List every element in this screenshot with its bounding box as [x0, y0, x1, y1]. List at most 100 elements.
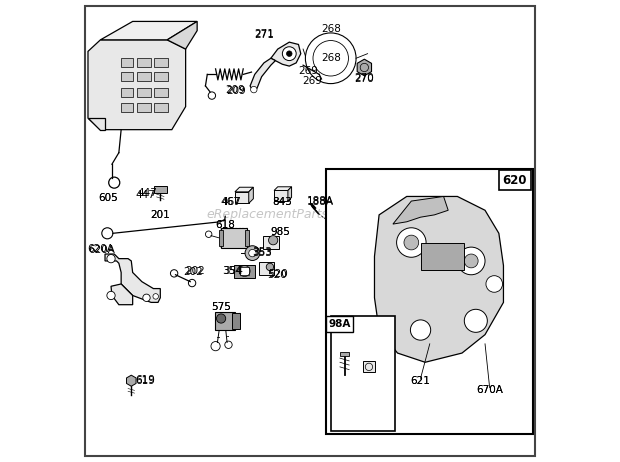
- Bar: [245, 230, 249, 246]
- Text: 269: 269: [303, 76, 322, 86]
- Text: 620: 620: [503, 174, 527, 187]
- Bar: [330, 316, 395, 432]
- Text: 271: 271: [254, 29, 274, 39]
- Text: 268: 268: [321, 24, 340, 34]
- Bar: [121, 72, 133, 81]
- Circle shape: [250, 86, 257, 93]
- Text: 575: 575: [211, 302, 231, 311]
- Polygon shape: [167, 21, 197, 49]
- Bar: [154, 103, 168, 112]
- Text: 621: 621: [410, 376, 430, 386]
- Text: 202: 202: [184, 267, 203, 278]
- Circle shape: [464, 309, 487, 332]
- Text: 619: 619: [135, 375, 155, 385]
- Text: 843: 843: [272, 196, 292, 207]
- Circle shape: [458, 247, 485, 275]
- Text: 353: 353: [252, 248, 273, 258]
- Bar: [420, 243, 464, 270]
- Circle shape: [397, 228, 426, 257]
- Polygon shape: [357, 59, 371, 76]
- Polygon shape: [274, 190, 288, 201]
- Polygon shape: [105, 254, 161, 303]
- Text: 270: 270: [355, 73, 374, 83]
- Polygon shape: [126, 375, 136, 386]
- Polygon shape: [374, 196, 503, 362]
- Bar: [221, 228, 247, 248]
- Text: 520: 520: [268, 269, 288, 279]
- Circle shape: [464, 254, 478, 268]
- Text: 447: 447: [136, 190, 156, 200]
- Text: 271: 271: [254, 30, 274, 40]
- Bar: [234, 265, 255, 278]
- Text: 467: 467: [221, 196, 241, 207]
- Bar: [240, 267, 249, 275]
- Text: 201: 201: [151, 210, 170, 220]
- Text: 269: 269: [298, 66, 317, 76]
- Text: 354: 354: [223, 266, 243, 276]
- Circle shape: [286, 51, 292, 56]
- Text: 670A: 670A: [476, 385, 503, 395]
- Text: 619: 619: [135, 376, 155, 386]
- Text: 520: 520: [267, 270, 286, 280]
- Text: 353: 353: [252, 247, 273, 257]
- Text: 670A: 670A: [476, 385, 503, 395]
- Text: 605: 605: [99, 193, 118, 203]
- Polygon shape: [249, 187, 254, 203]
- Bar: [340, 352, 349, 356]
- Circle shape: [107, 292, 115, 300]
- Polygon shape: [288, 187, 291, 201]
- Polygon shape: [250, 58, 275, 91]
- Bar: [363, 361, 375, 372]
- Circle shape: [216, 314, 226, 323]
- Bar: [121, 88, 133, 97]
- Text: 618: 618: [215, 220, 235, 231]
- Text: 575: 575: [211, 303, 231, 312]
- Bar: [137, 103, 151, 112]
- Polygon shape: [88, 40, 185, 130]
- Text: 985: 985: [270, 227, 290, 237]
- Circle shape: [486, 276, 503, 292]
- Circle shape: [249, 249, 256, 257]
- Text: 209: 209: [226, 85, 246, 96]
- Circle shape: [404, 235, 418, 250]
- Polygon shape: [235, 192, 249, 203]
- Text: 188A: 188A: [307, 195, 334, 206]
- Text: 209: 209: [226, 85, 246, 95]
- Circle shape: [282, 47, 296, 61]
- Text: 467: 467: [222, 197, 242, 207]
- Polygon shape: [271, 42, 301, 66]
- Circle shape: [266, 263, 273, 271]
- Circle shape: [107, 255, 115, 263]
- Text: 98A: 98A: [329, 319, 351, 329]
- Text: 188A: 188A: [307, 197, 334, 207]
- Polygon shape: [111, 284, 133, 305]
- Bar: [121, 58, 133, 67]
- Text: 354: 354: [222, 266, 242, 276]
- Polygon shape: [274, 187, 291, 190]
- Bar: [137, 58, 151, 67]
- Bar: [219, 230, 223, 246]
- Bar: [154, 88, 168, 97]
- Bar: [262, 236, 279, 249]
- Polygon shape: [100, 21, 197, 40]
- Text: 620A: 620A: [89, 245, 115, 255]
- Bar: [232, 313, 241, 328]
- Text: 620A: 620A: [87, 244, 114, 255]
- Text: 605: 605: [99, 193, 118, 203]
- Bar: [121, 103, 133, 112]
- Bar: [154, 186, 167, 193]
- Text: 270: 270: [355, 74, 374, 84]
- Polygon shape: [235, 187, 254, 192]
- Polygon shape: [88, 118, 105, 130]
- Bar: [215, 312, 235, 329]
- Text: 201: 201: [151, 210, 170, 220]
- Bar: [137, 88, 151, 97]
- Circle shape: [143, 294, 150, 302]
- Bar: [154, 58, 168, 67]
- Bar: [154, 72, 168, 81]
- Circle shape: [153, 294, 159, 299]
- Text: 621: 621: [410, 376, 430, 386]
- Bar: [326, 169, 533, 434]
- Text: 268: 268: [321, 53, 340, 63]
- Circle shape: [268, 236, 278, 245]
